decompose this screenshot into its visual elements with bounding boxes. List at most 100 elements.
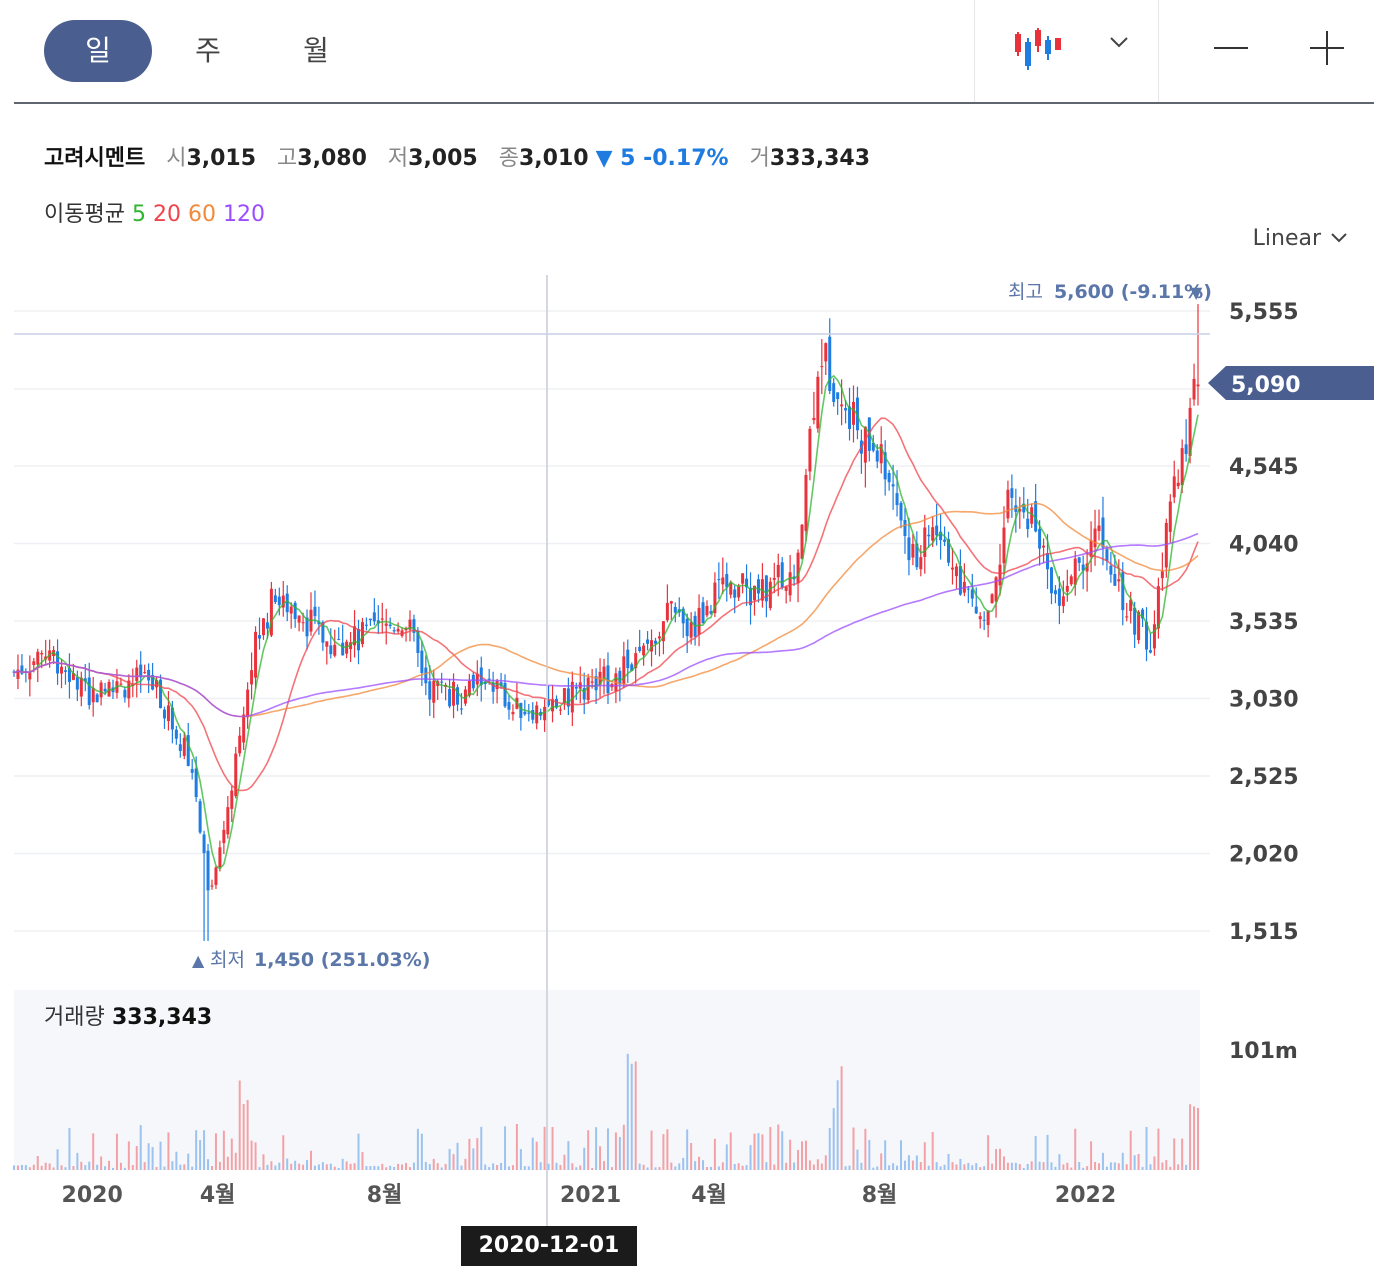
candle-body <box>321 622 325 643</box>
volume-bar <box>808 1160 811 1170</box>
volume-bar <box>539 1162 542 1170</box>
volume-bar <box>464 1158 467 1170</box>
scale-select[interactable]: Linear <box>1253 226 1350 251</box>
volume-bar <box>626 1053 629 1170</box>
candle-body <box>166 705 170 722</box>
volume-bar <box>306 1160 309 1170</box>
volume-bar <box>658 1167 661 1170</box>
volume-bar <box>682 1157 685 1170</box>
candle-body <box>1184 444 1188 454</box>
candle-body <box>424 667 428 684</box>
candle-body <box>685 618 689 637</box>
volume-bar <box>84 1165 87 1170</box>
volume-bar <box>1082 1167 1085 1170</box>
volume-bar <box>979 1167 982 1170</box>
volume-bar <box>1014 1162 1017 1170</box>
stock-name: 고려시멘트 <box>44 146 146 171</box>
candle-body <box>1109 565 1113 575</box>
candle-body <box>642 645 646 656</box>
candle-body <box>265 622 269 629</box>
period-week-button[interactable]: 주 <box>195 34 221 67</box>
volume-bar <box>733 1164 736 1170</box>
candle-body <box>289 606 293 614</box>
candle-body <box>725 573 729 588</box>
candle-body <box>911 543 915 558</box>
plus-icon[interactable] <box>1298 20 1358 80</box>
candle-body <box>155 680 159 688</box>
volume-bar <box>1173 1138 1176 1170</box>
candle-body <box>1081 564 1085 571</box>
candle-body <box>982 619 986 621</box>
candle-body <box>372 612 376 622</box>
candle-body <box>848 406 852 429</box>
volume-bar <box>333 1166 336 1170</box>
candle-body <box>87 677 91 706</box>
candle-body <box>75 677 79 690</box>
volume-bar <box>484 1164 487 1170</box>
volume-bar <box>674 1166 677 1170</box>
volume-bar <box>911 1160 914 1170</box>
volume-bar <box>412 1162 415 1170</box>
candle-body <box>1113 574 1117 586</box>
volume-bar <box>725 1144 728 1170</box>
minus-icon[interactable] <box>1202 20 1262 80</box>
candle-body <box>28 671 32 680</box>
volume-bar <box>1086 1166 1089 1170</box>
volume-bar <box>646 1167 649 1170</box>
period-month-button[interactable]: 월 <box>303 34 329 67</box>
chevron-down-icon[interactable] <box>1099 20 1159 80</box>
candle-body <box>162 709 166 719</box>
candle-body <box>40 653 44 655</box>
volume-label: 거래량 <box>44 1005 105 1030</box>
candle-body <box>749 587 753 606</box>
candle-body <box>170 707 174 730</box>
candle-body <box>851 401 855 425</box>
volume-bar <box>951 1162 954 1170</box>
candle-body <box>242 714 246 743</box>
ma-label: 이동평균 <box>44 202 125 227</box>
volume-bar <box>670 1162 673 1170</box>
candle-body <box>432 680 436 703</box>
candlestick-icon[interactable] <box>1012 20 1072 80</box>
candle-body <box>222 829 226 844</box>
volume-bar <box>230 1138 233 1170</box>
volume-bar <box>1137 1153 1140 1170</box>
candle-body <box>729 582 733 595</box>
candle-body <box>341 642 345 656</box>
x-axis: 2020 4월 8월 2021 4월 8월 2022 <box>62 1183 1117 1208</box>
candle-body <box>301 622 305 624</box>
candle-body <box>174 729 178 739</box>
toolbar-divider <box>974 0 975 102</box>
candle-body <box>250 670 254 685</box>
candle-body <box>883 452 887 480</box>
candle-body <box>143 672 147 674</box>
volume-bar <box>1038 1161 1041 1170</box>
candle-body <box>475 673 479 685</box>
candle-body <box>986 610 990 626</box>
period-day-button[interactable]: 일 <box>44 20 152 82</box>
moving-average-legend[interactable]: 이동평균 5 20 60 120 <box>44 196 265 228</box>
candles <box>12 304 1200 941</box>
ma-120-label: 120 <box>222 202 265 227</box>
candle-body <box>606 665 610 694</box>
volume-bar <box>892 1163 895 1170</box>
volume-bar <box>345 1161 348 1170</box>
volume-bar <box>1177 1164 1180 1170</box>
candle-body <box>103 688 107 692</box>
ma-20-line <box>13 417 1199 792</box>
candle-body <box>463 689 467 704</box>
candle-body <box>745 578 749 588</box>
volume-bar <box>610 1167 613 1170</box>
volume-bar <box>1050 1162 1053 1170</box>
volume-bar <box>313 1165 316 1170</box>
price-chart[interactable]: 5,555 4,545 4,040 3,535 3,030 2,525 2,020 1,515… <box>0 0 1396 1226</box>
candle-body <box>990 594 994 604</box>
volume-bar <box>519 1149 522 1170</box>
candle-body <box>368 618 372 621</box>
candle-body <box>230 790 234 809</box>
candle-body <box>840 404 844 407</box>
crosshair-date-tag: 2020-12-01 <box>461 1226 637 1266</box>
candle-body <box>713 582 717 614</box>
ma-60-line <box>13 502 1199 718</box>
candle-body <box>364 624 368 626</box>
